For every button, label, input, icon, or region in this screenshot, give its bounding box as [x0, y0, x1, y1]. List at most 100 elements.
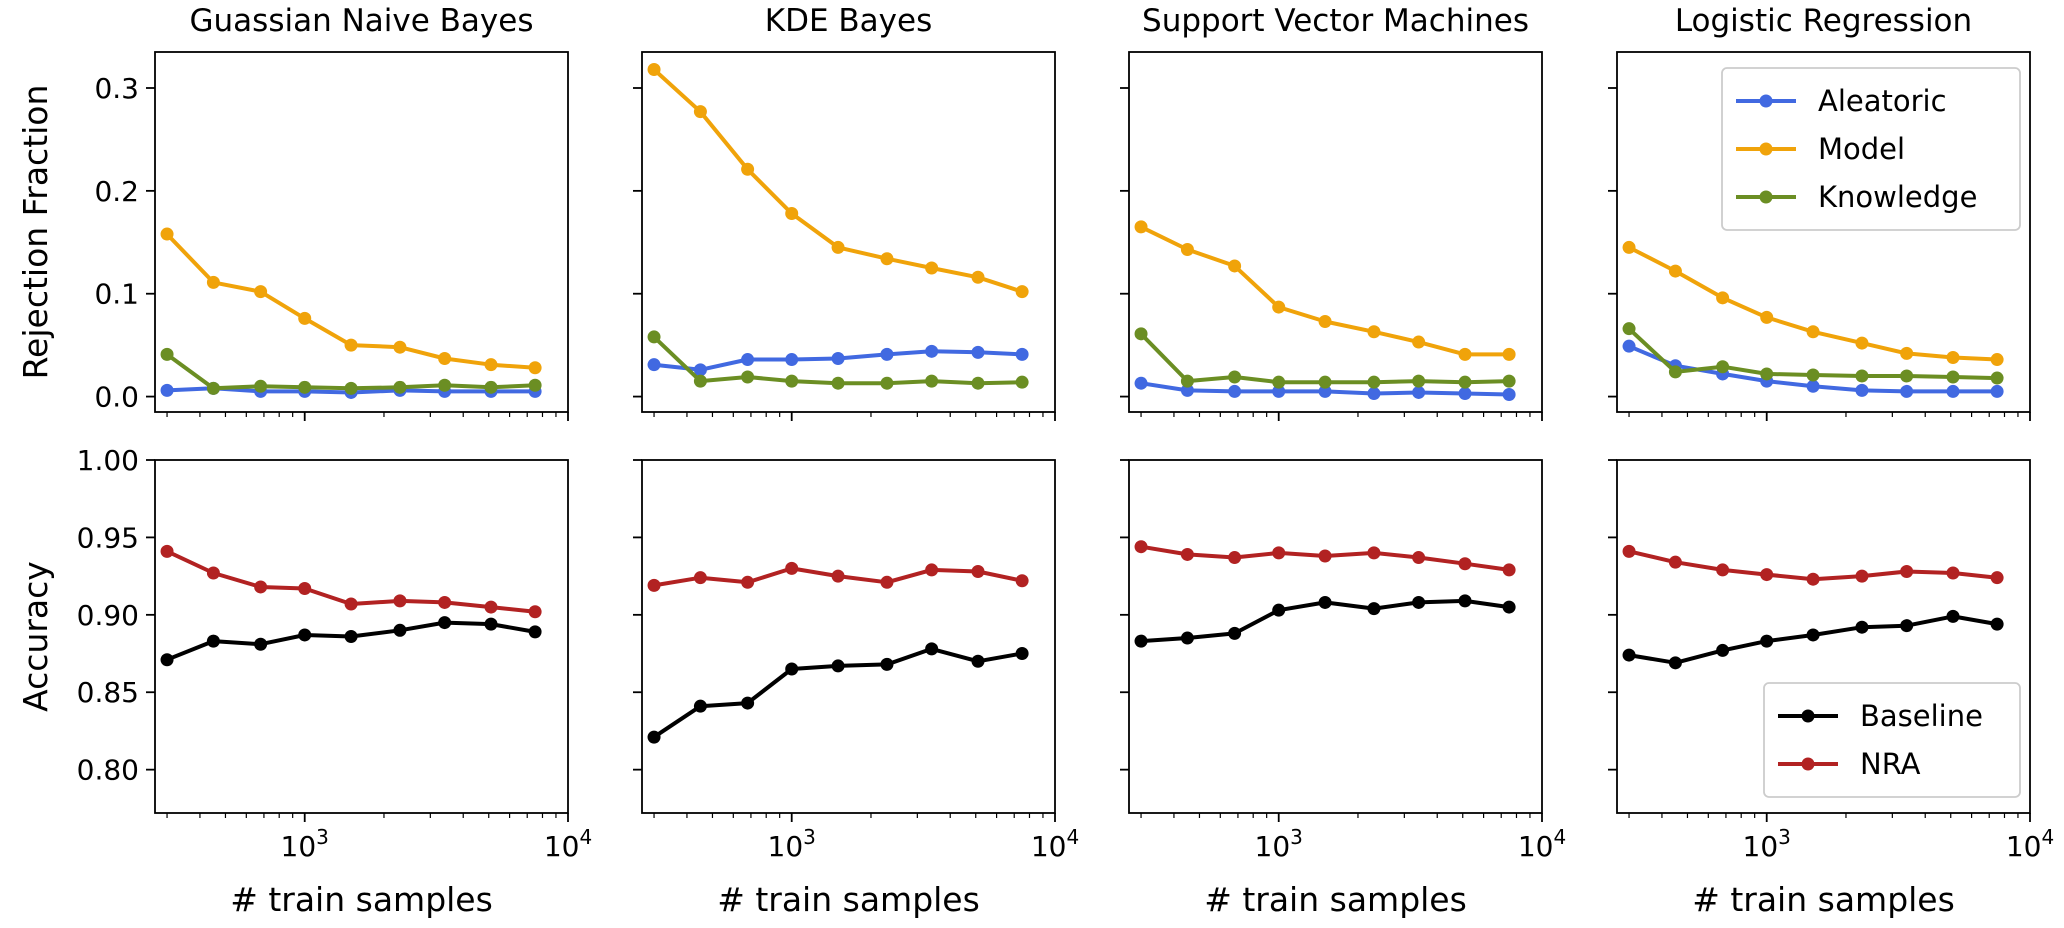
data-point — [1412, 374, 1426, 388]
data-point — [484, 600, 498, 614]
data-point — [438, 616, 452, 630]
data-point — [1806, 379, 1820, 393]
data-point — [1900, 346, 1914, 360]
data-point — [831, 376, 845, 390]
data-point — [693, 699, 707, 713]
data-point — [1180, 631, 1194, 645]
panel-frame — [1616, 459, 2031, 814]
panel-title: Logistic Regression — [1675, 3, 1972, 39]
data-point — [528, 361, 542, 375]
data-point — [880, 252, 894, 266]
data-point — [1272, 375, 1286, 389]
data-point — [206, 381, 220, 395]
panel-frame — [641, 459, 1056, 814]
data-point — [1806, 325, 1820, 339]
data-point — [925, 642, 939, 656]
legend-marker — [1759, 94, 1773, 108]
series-line-model — [1628, 245, 1998, 362]
data-point — [528, 378, 542, 392]
data-point — [1760, 568, 1774, 582]
data-point — [925, 344, 939, 358]
series-line-model — [1140, 225, 1510, 357]
y-tick-label: 0.2 — [94, 175, 139, 208]
data-point — [925, 563, 939, 577]
data-point — [1458, 557, 1472, 571]
data-point — [971, 654, 985, 668]
data-point — [785, 353, 799, 367]
data-point — [528, 605, 542, 619]
legend-box — [1721, 67, 2021, 231]
data-point — [831, 352, 845, 366]
y-tick-label: 0.90 — [77, 599, 139, 632]
data-point — [393, 594, 407, 608]
data-point — [1806, 368, 1820, 382]
data-point — [1412, 335, 1426, 349]
panel-title: Support Vector Machines — [1142, 3, 1529, 39]
y-axis-label: Accuracy — [16, 561, 55, 712]
data-point — [1990, 617, 2004, 631]
data-point — [785, 561, 799, 575]
x-axis-label: # train samples — [230, 880, 493, 919]
data-point — [971, 270, 985, 284]
series-line-knowledge — [1139, 332, 1510, 385]
panel-frame — [154, 51, 569, 413]
data-point — [438, 352, 452, 366]
data-point — [1946, 566, 1960, 580]
data-point — [741, 162, 755, 176]
data-point — [160, 227, 174, 241]
data-point — [1622, 339, 1636, 353]
data-point — [741, 696, 755, 710]
data-point — [1318, 375, 1332, 389]
data-point — [1272, 300, 1286, 314]
data-point — [344, 597, 358, 611]
x-axis-label: # train samples — [717, 880, 980, 919]
data-point — [785, 206, 799, 220]
data-point — [1668, 365, 1682, 379]
data-point — [1412, 385, 1426, 399]
data-point — [206, 275, 220, 289]
panel-title: Guassian Naive Bayes — [190, 3, 534, 39]
data-point — [880, 657, 894, 671]
data-point — [1760, 310, 1774, 324]
data-point — [1622, 544, 1636, 558]
x-tick-label: 104 — [2006, 825, 2054, 863]
data-point — [1502, 388, 1516, 402]
data-point — [1946, 609, 1960, 623]
x-tick-label: 103 — [768, 825, 816, 863]
data-point — [484, 380, 498, 394]
data-point — [1272, 384, 1286, 398]
data-point — [785, 374, 799, 388]
legend-label: Knowledge — [1818, 180, 1977, 214]
data-point — [1412, 551, 1426, 565]
data-point — [1272, 546, 1286, 560]
data-point — [1367, 375, 1381, 389]
data-point — [1318, 549, 1332, 563]
data-point — [1015, 647, 1029, 661]
data-point — [1990, 571, 2004, 585]
data-point — [1990, 353, 2004, 367]
data-point — [1806, 628, 1820, 642]
data-point — [528, 625, 542, 639]
data-point — [1716, 563, 1730, 577]
data-point — [1134, 540, 1148, 554]
y-tick-label: 0.0 — [94, 381, 139, 414]
data-point — [1180, 547, 1194, 561]
data-point — [1855, 383, 1869, 397]
data-point — [1622, 322, 1636, 336]
data-point — [1367, 325, 1381, 339]
data-point — [206, 634, 220, 648]
data-point — [254, 285, 268, 299]
data-point — [344, 381, 358, 395]
series-line-model — [652, 68, 1023, 294]
data-point — [254, 580, 268, 594]
data-point — [1716, 360, 1730, 374]
data-point — [1318, 384, 1332, 398]
data-point — [438, 595, 452, 609]
data-point — [298, 582, 312, 596]
data-point — [693, 374, 707, 388]
data-point — [880, 347, 894, 361]
data-point — [647, 330, 661, 344]
data-point — [298, 628, 312, 642]
data-point — [1502, 600, 1516, 614]
data-point — [1412, 595, 1426, 609]
